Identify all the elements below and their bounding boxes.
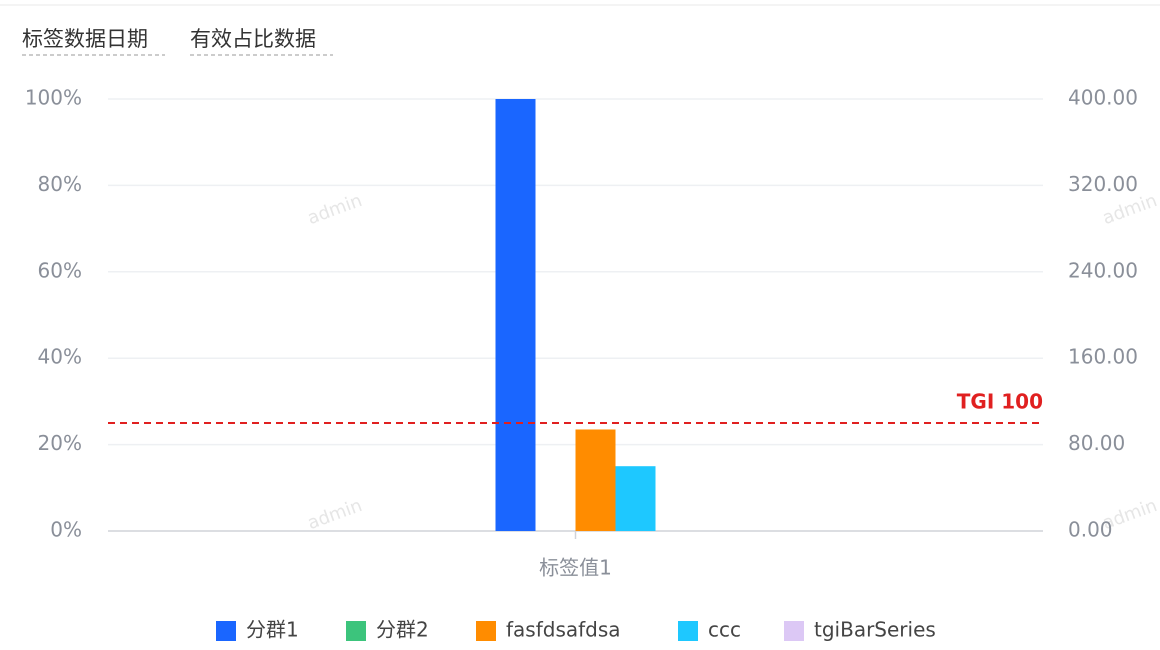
y2-tick-label: 240.00 — [1068, 258, 1138, 282]
legend-label: tgiBarSeries — [814, 618, 936, 642]
watermark: admin — [305, 190, 365, 229]
y2-tick-label: 320.00 — [1068, 172, 1138, 196]
y-tick-label: 80% — [38, 172, 82, 196]
legend-swatch[interactable] — [784, 621, 804, 641]
x-tick-label: 标签值1 — [539, 556, 612, 580]
y2-tick-label: 0.00 — [1068, 518, 1113, 542]
reference-label: TGI 100 — [957, 390, 1043, 414]
legend-swatch[interactable] — [476, 621, 496, 641]
bar — [575, 429, 616, 531]
bar — [495, 99, 536, 531]
legend-label: 分群2 — [376, 618, 429, 642]
header-item[interactable]: 有效占比数据 — [190, 27, 316, 51]
legend-swatch[interactable] — [678, 621, 698, 641]
legend-label: ccc — [708, 618, 741, 642]
legend-label: fasfdsafdsa — [506, 618, 621, 642]
legend-swatch[interactable] — [216, 621, 236, 641]
watermark: admin — [305, 495, 365, 534]
y-tick-label: 0% — [50, 518, 82, 542]
y-tick-label: 20% — [38, 431, 82, 455]
legend-label: 分群1 — [246, 618, 299, 642]
y-tick-label: 40% — [38, 345, 82, 369]
y-tick-label: 60% — [38, 258, 82, 282]
y2-tick-label: 160.00 — [1068, 345, 1138, 369]
bar — [615, 466, 656, 531]
legend-swatch[interactable] — [346, 621, 366, 641]
y2-tick-label: 80.00 — [1068, 431, 1125, 455]
header-item[interactable]: 标签数据日期 — [22, 27, 148, 51]
y-tick-label: 100% — [25, 86, 82, 110]
y2-tick-label: 400.00 — [1068, 86, 1138, 110]
